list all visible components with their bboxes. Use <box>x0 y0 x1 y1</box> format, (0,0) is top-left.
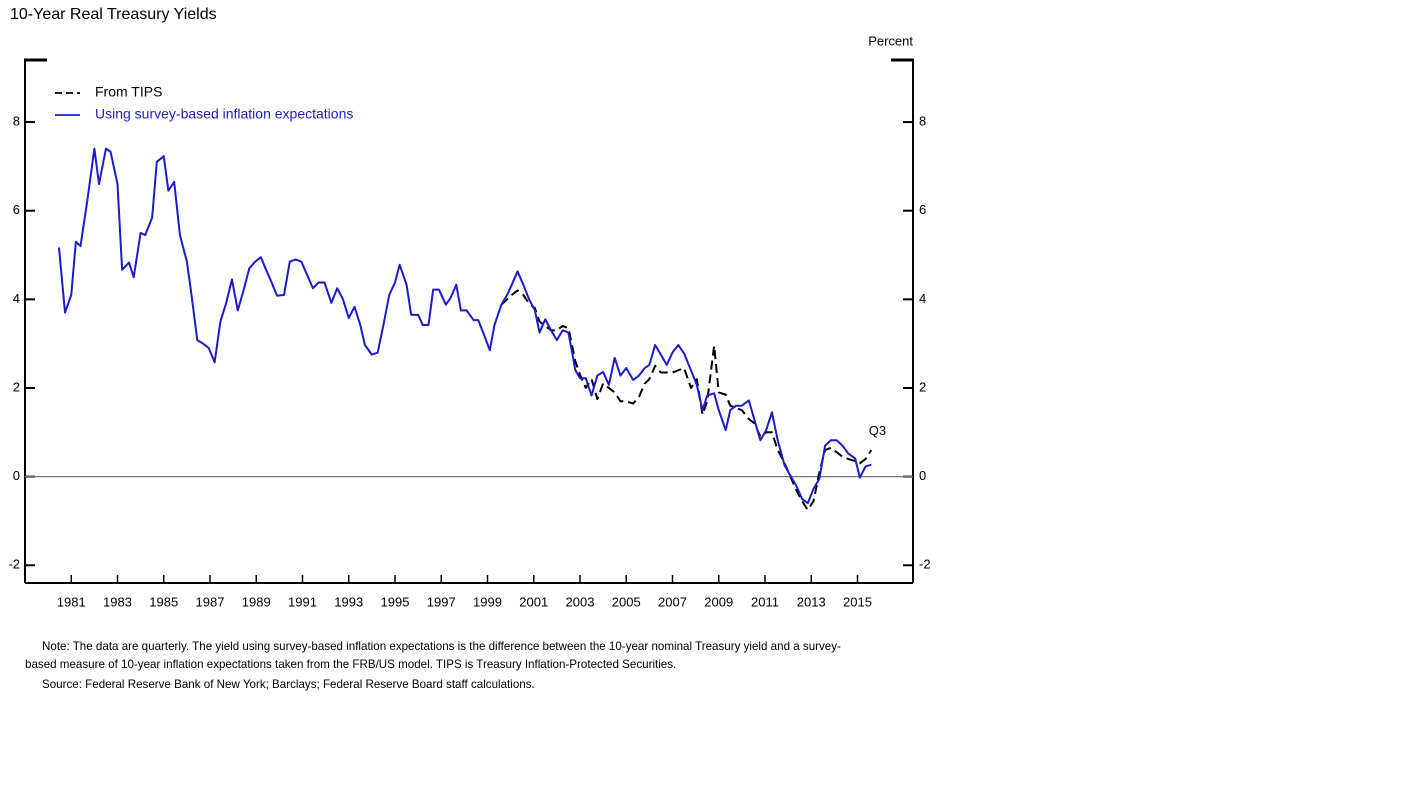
y-tick-label: 0 <box>919 468 926 483</box>
x-tick-label: 2015 <box>843 594 872 609</box>
x-tick-label: 1983 <box>103 594 132 609</box>
y-tick-label: 4 <box>13 291 20 306</box>
note-line: based measure of 10-year inflation expec… <box>25 658 676 671</box>
y-tick-label: -2 <box>919 557 931 572</box>
y-tick-label: 2 <box>13 379 20 394</box>
x-tick-label: 1997 <box>427 594 456 609</box>
note-line: Note: The data are quarterly. The yield … <box>42 640 841 653</box>
x-tick-label: 2005 <box>612 594 641 609</box>
x-tick-label: 2001 <box>519 594 548 609</box>
series-line <box>57 147 872 505</box>
x-tick-label: 1999 <box>473 594 502 609</box>
note-line: Source: Federal Reserve Bank of New York… <box>42 678 535 691</box>
y-tick-label: 8 <box>13 113 20 128</box>
legend-label: From TIPS <box>95 84 162 100</box>
x-tick-label: 1987 <box>196 594 225 609</box>
x-tick-label: 1981 <box>57 594 86 609</box>
x-tick-label: 1993 <box>334 594 363 609</box>
y-tick-label: 2 <box>919 379 926 394</box>
series-line <box>500 289 873 511</box>
y-tick-label: 6 <box>919 202 926 217</box>
x-tick-label: 1991 <box>288 594 317 609</box>
chart-title: 10-Year Real Treasury Yields <box>10 6 217 23</box>
y-tick-label: 4 <box>919 291 926 306</box>
y-tick-label: -2 <box>8 557 20 572</box>
x-tick-label: 1985 <box>149 594 178 609</box>
annotation: Q3 <box>869 423 886 438</box>
y-axis-label: Percent <box>868 33 913 48</box>
x-tick-label: 2013 <box>797 594 826 609</box>
y-tick-label: 6 <box>13 202 20 217</box>
y-tick-label: 0 <box>13 468 20 483</box>
x-tick-label: 1995 <box>381 594 410 609</box>
x-tick-label: 2011 <box>751 594 779 609</box>
x-tick-label: 2009 <box>704 594 733 609</box>
x-tick-label: 1989 <box>242 594 271 609</box>
x-tick-label: 2007 <box>658 594 687 609</box>
y-tick-label: 8 <box>919 113 926 128</box>
legend-label: Using survey-based inflation expectation… <box>95 106 353 122</box>
x-tick-label: 2003 <box>566 594 595 609</box>
